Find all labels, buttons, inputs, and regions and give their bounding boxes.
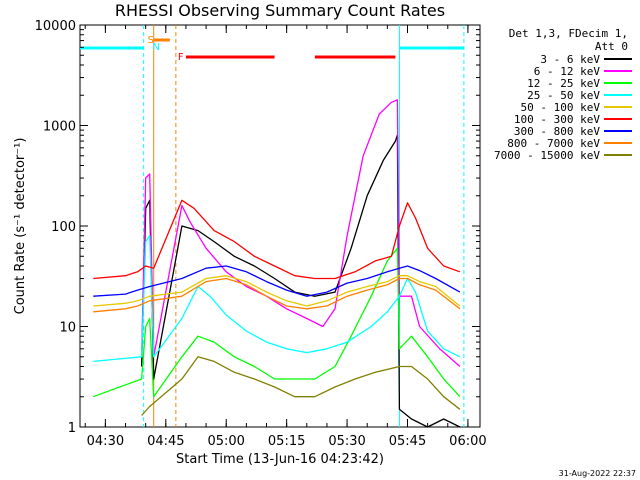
series-line-4 bbox=[93, 275, 461, 307]
x-tick-label: 06:00 bbox=[449, 434, 486, 449]
legend-label: 25 - 50 keV bbox=[527, 88, 600, 102]
y-tick-label: 1000 bbox=[43, 120, 76, 135]
legend-swatch bbox=[604, 70, 632, 72]
legend-header-line-1: Det 1,3, FDecim 1, bbox=[508, 27, 628, 40]
legend-entry-7: 800 - 7000 keV bbox=[478, 136, 636, 150]
legend-label: 800 - 7000 keV bbox=[507, 136, 600, 150]
legend-entry-5: 100 - 300 keV bbox=[478, 112, 636, 126]
legend-swatch bbox=[604, 142, 632, 144]
legend-label: 7000 - 15000 keV bbox=[494, 148, 600, 162]
series-line-7 bbox=[93, 277, 461, 313]
x-tick-label: 05:00 bbox=[207, 434, 244, 449]
legend-label: 100 - 300 keV bbox=[513, 112, 600, 126]
legend-swatch bbox=[604, 106, 632, 108]
series-line-6 bbox=[93, 265, 461, 297]
y-tick-label: 10000 bbox=[35, 19, 76, 34]
series-line-0 bbox=[140, 134, 461, 428]
y-tick-label: 10 bbox=[59, 321, 76, 336]
legend-swatch bbox=[604, 94, 632, 96]
legend-swatch bbox=[604, 82, 632, 84]
legend-entry-8: 7000 - 15000 keV bbox=[478, 148, 636, 162]
saa-marker-label: S bbox=[148, 35, 154, 46]
x-tick-label: 04:45 bbox=[147, 434, 184, 449]
y-tick-label: 1 bbox=[68, 421, 76, 436]
y-axis-label: Count Rate (s⁻¹ detector⁻¹) bbox=[13, 138, 28, 315]
x-tick-label: 05:15 bbox=[268, 434, 305, 449]
flare-marker-label: F bbox=[178, 52, 184, 63]
legend-swatch bbox=[604, 130, 632, 132]
x-tick-label: 04:30 bbox=[87, 434, 124, 449]
legend-entry-0: 3 - 6 keV bbox=[478, 52, 636, 66]
plot-frame bbox=[79, 24, 481, 428]
legend-entry-1: 6 - 12 keV bbox=[478, 64, 636, 78]
series-line-5 bbox=[93, 199, 461, 280]
x-tick-label: 05:30 bbox=[328, 434, 365, 449]
legend-entry-3: 25 - 50 keV bbox=[478, 88, 636, 102]
x-tick-label: 05:45 bbox=[389, 434, 426, 449]
legend-entry-6: 300 - 800 keV bbox=[478, 124, 636, 138]
y-tick-label: 100 bbox=[51, 220, 76, 235]
legend-swatch bbox=[604, 118, 632, 120]
series-line-3 bbox=[93, 235, 461, 363]
legend-label: 12 - 25 keV bbox=[527, 76, 600, 90]
legend-header-line-2: Att 0 bbox=[594, 40, 628, 53]
legend-entry-4: 50 - 100 keV bbox=[478, 100, 636, 114]
timestamp: 31-Aug-2022 22:37 bbox=[558, 469, 636, 478]
legend-label: 300 - 800 keV bbox=[513, 124, 600, 138]
legend-swatch bbox=[604, 58, 632, 60]
legend-label: 3 - 6 keV bbox=[540, 52, 600, 66]
night-marker-label: N bbox=[152, 42, 159, 53]
x-axis-label: Start Time (13-Jun-16 04:23:42) bbox=[176, 452, 384, 467]
chart-title: RHESSI Observing Summary Count Rates bbox=[114, 1, 446, 20]
legend-label: 50 - 100 keV bbox=[520, 100, 600, 114]
legend-entry-2: 12 - 25 keV bbox=[478, 76, 636, 90]
legend: Det 1,3, FDecim 1, Att 0 3 - 6 keV 6 - 12… bbox=[478, 27, 636, 162]
legend-swatch bbox=[604, 154, 632, 156]
legend-label: 6 - 12 keV bbox=[533, 64, 600, 78]
series-line-8 bbox=[141, 356, 461, 416]
series-line-2 bbox=[93, 247, 461, 398]
series-line-1 bbox=[140, 99, 461, 367]
